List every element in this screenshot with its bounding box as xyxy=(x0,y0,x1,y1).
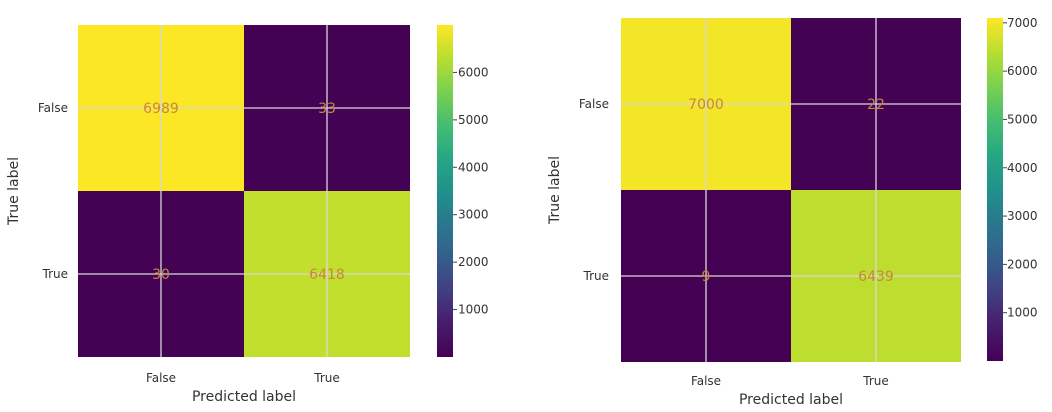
cm1-colorbar-tick-1: 2000 xyxy=(458,255,489,269)
cm1-x-tick-0: False xyxy=(146,371,176,385)
cm2-colorbar-tick-3: 4000 xyxy=(1007,161,1038,175)
cm1-x-tick-1: True xyxy=(313,371,340,385)
cm1-y-axis-label: True label xyxy=(6,157,22,226)
cm1-colorbar-tick-5: 6000 xyxy=(458,65,489,79)
cm2-x-tick-0: False xyxy=(691,374,721,388)
cm2-y-tick-0: False xyxy=(579,97,609,111)
cm1-y-tick-0: False xyxy=(38,101,68,115)
cm2-colorbar-tick-6: 7000 xyxy=(1007,16,1038,30)
cm2-colorbar-tick-5: 6000 xyxy=(1007,64,1038,78)
cm2-value-r0-c1: 22 xyxy=(867,97,885,113)
cm1-y-tick-1: True xyxy=(42,267,69,281)
cm2-colorbar-tick-1: 2000 xyxy=(1007,257,1038,271)
cm2-value-r1-c0: 9 xyxy=(702,269,711,285)
cm1-x-axis-label: Predicted label xyxy=(192,389,296,405)
cm1-value-r1-c1: 6418 xyxy=(309,267,345,283)
cm2-value-r0-c0: 7000 xyxy=(688,97,724,113)
cm1-value-r0-c0: 6989 xyxy=(143,101,179,117)
cm2-colorbar-tick-2: 3000 xyxy=(1007,209,1038,223)
cm2-colorbar-tick-4: 5000 xyxy=(1007,112,1038,126)
cm1-colorbar-tick-4: 5000 xyxy=(458,113,489,127)
cm2-y-axis-label: True label xyxy=(547,156,563,225)
cm2-y-tick-1: True xyxy=(583,269,610,283)
cm2-value-r1-c1: 6439 xyxy=(858,269,894,285)
cm1-colorbar-tick-2: 3000 xyxy=(458,208,489,222)
cm2-x-tick-1: True xyxy=(862,374,889,388)
cm2-colorbar xyxy=(987,18,1003,361)
cm1-value-r0-c1: 33 xyxy=(318,101,336,117)
cm1-colorbar xyxy=(437,25,453,357)
cm1-colorbar-tick-3: 4000 xyxy=(458,160,489,174)
cm1-value-r1-c0: 30 xyxy=(152,267,170,283)
cm2-x-axis-label: Predicted label xyxy=(739,392,843,408)
cm1-colorbar-tick-0: 1000 xyxy=(458,303,489,317)
cm2-colorbar-tick-0: 1000 xyxy=(1007,306,1038,320)
